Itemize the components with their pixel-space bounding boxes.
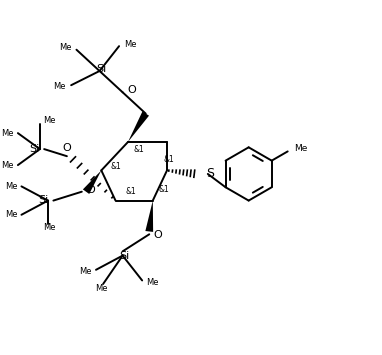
Text: O: O xyxy=(63,143,71,153)
Text: &1: &1 xyxy=(125,187,136,196)
Text: O: O xyxy=(127,85,136,95)
Text: Me: Me xyxy=(1,160,14,170)
Text: &1: &1 xyxy=(158,185,169,195)
Text: &1: &1 xyxy=(133,144,144,154)
Text: S: S xyxy=(206,167,214,180)
Text: O: O xyxy=(87,185,96,195)
Text: Me: Me xyxy=(294,144,307,153)
Text: Si: Si xyxy=(119,251,129,261)
Text: Me: Me xyxy=(44,223,56,233)
Text: Me: Me xyxy=(53,82,66,92)
Polygon shape xyxy=(83,170,101,194)
Text: Me: Me xyxy=(95,284,108,293)
Text: Me: Me xyxy=(5,182,17,191)
Text: Si: Si xyxy=(29,144,39,154)
Text: Me: Me xyxy=(5,210,17,219)
Text: Me: Me xyxy=(125,40,137,49)
Text: Si: Si xyxy=(38,195,48,205)
Polygon shape xyxy=(128,111,149,142)
Text: Me: Me xyxy=(79,267,92,276)
Text: Me: Me xyxy=(59,43,71,53)
Text: &1: &1 xyxy=(110,162,121,171)
Polygon shape xyxy=(146,201,153,232)
Text: Me: Me xyxy=(1,129,14,138)
Text: Me: Me xyxy=(44,116,56,125)
Text: O: O xyxy=(154,230,162,240)
Text: Me: Me xyxy=(146,278,159,287)
Text: &1: &1 xyxy=(163,155,174,164)
Text: Si: Si xyxy=(96,64,107,74)
